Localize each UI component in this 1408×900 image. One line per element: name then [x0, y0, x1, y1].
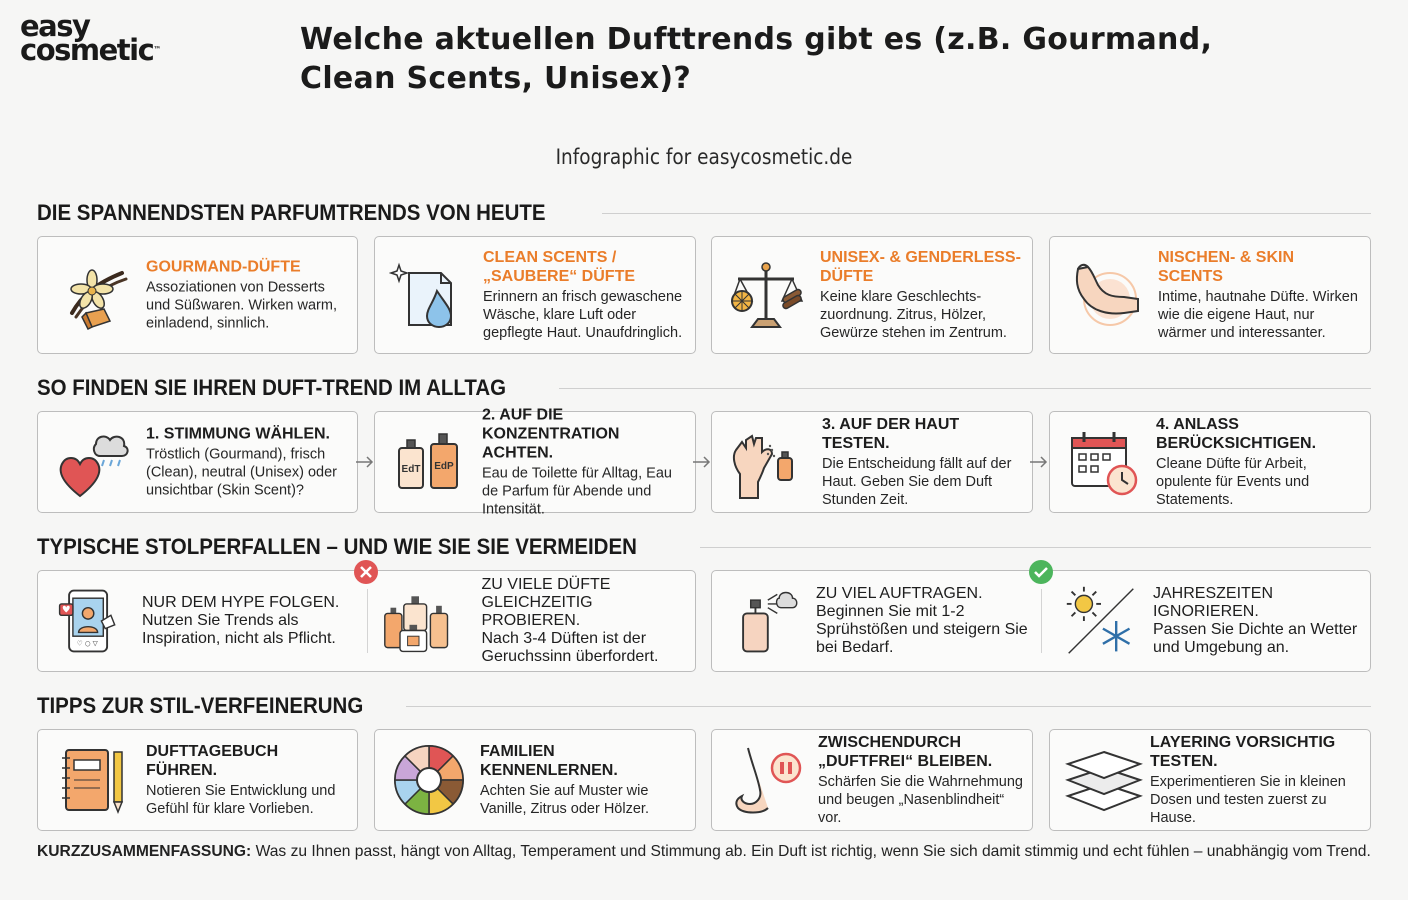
- tip-text: Schärfen Sie die Wahrnehmung und beugen …: [818, 774, 1023, 826]
- trend-card-unisex: UNISEX- & GENDERLESS-DÜFTE Keine klare G…: [711, 236, 1033, 354]
- step-title: 4. ANLASS BERÜCKSICHTIGEN.: [1156, 416, 1317, 452]
- trend-text: Intime, hautnahe Düfte. Wirken wie die e…: [1158, 289, 1358, 341]
- summary: KURZZUSAMMENFASSUNG: Was zu Ihnen passt,…: [37, 843, 1371, 861]
- trend-text: Assoziationen von Desserts und Süßwaren.…: [146, 279, 337, 332]
- sun-snowflake-icon: [1063, 583, 1139, 659]
- brand-trademark: ™: [153, 45, 162, 54]
- tip-text: Experimentieren Sie in kleinen Dosen und…: [1150, 774, 1346, 826]
- pitfall-separator: [1041, 589, 1042, 653]
- trend-title: NISCHEN- & SKIN SCENTS: [1158, 249, 1295, 285]
- summary-text: Was zu Ihnen passt, hängt von Alltag, Te…: [251, 843, 1371, 860]
- pitfall-text: Beginnen Sie mit 1-2 Sprühstößen und ste…: [816, 603, 1028, 656]
- tip-card-families: FAMILIEN KENNENLERNEN. Achten Sie auf Mu…: [374, 729, 696, 831]
- page-subtitle: Infographic for easycosmetic.de: [555, 145, 853, 169]
- tip-card-diary: DUFTTAGEBUCH FÜHREN. Notieren Sie Entwic…: [37, 729, 358, 831]
- tip-text: Achten Sie auf Muster wie Vanille, Zitru…: [480, 783, 649, 817]
- step-title: 3. AUF DER HAUT TESTEN.: [822, 416, 960, 452]
- section-rule: [405, 705, 1371, 707]
- tip-title: ZWISCHENDURCH „DUFTFREI“ BLEIBEN.: [818, 734, 993, 770]
- section-rule: [700, 546, 1371, 548]
- step-title: 1. STIMMUNG WÄHLEN.: [146, 425, 330, 443]
- edt-label: EdT: [402, 464, 421, 475]
- pitfall-text: Nach 3-4 Düften ist der Geruchssinn über…: [481, 630, 659, 665]
- skin-arm-icon: [1064, 255, 1144, 335]
- notebook-pencil-icon: [52, 740, 132, 820]
- pitfall-title: NUR DEM HYPE FOLGEN.: [142, 594, 340, 611]
- social-phone-icon: ♡ ○ ▽: [52, 583, 128, 659]
- balance-scale-icon: [726, 255, 806, 335]
- trend-text: Keine klare Geschlechts-zuordnung. Zitru…: [820, 289, 1007, 341]
- step-text: Die Entscheidung fällt auf der Haut. Geb…: [822, 456, 1012, 508]
- step-card-3: 3. AUF DER HAUT TESTEN. Die Entscheidung…: [711, 411, 1033, 513]
- section-title-pitfalls: TYPISCHE STOLPERFALLEN – UND WIE SIE SIE…: [37, 534, 1371, 560]
- brand-logo: easy cosmetic™: [20, 9, 190, 65]
- trend-text: Erinnern an frisch gewaschene Wäsche, kl…: [483, 289, 683, 341]
- heart-cloud-icon: [52, 422, 132, 502]
- pitfall-item-seasons: JAHRESZEITEN IGNORIEREN. Passen Sie Dich…: [1041, 571, 1370, 671]
- wrong-x-icon: [353, 559, 379, 585]
- trend-title: CLEAN SCENTS / „SAUBERE“ DÜFTE: [483, 249, 636, 285]
- step-text: Eau de Toilette für Alltag, Eau de Parfu…: [482, 465, 672, 518]
- pitfall-text: Nutzen Sie Trends als Inspiration, nicht…: [142, 612, 336, 647]
- pitfall-panel-left: ♡ ○ ▽ NUR DEM HYPE FOLGEN. Nutzen Sie Tr…: [37, 570, 696, 672]
- section-title-steps: SO FINDEN SIE IHREN DUFT-TREND IM ALLTAG: [37, 375, 1371, 401]
- section-title-trends: DIE SPANNENDSTEN PARFUMTRENDS VON HEUTE: [37, 200, 1371, 226]
- pitfall-separator: [366, 589, 368, 653]
- layers-icon: [1064, 740, 1144, 820]
- tip-card-pause: ZWISCHENDURCH „DUFTFREI“ BLEIBEN. Schärf…: [711, 729, 1033, 831]
- step-card-1: 1. STIMMUNG WÄHLEN. Tröstlich (Gourmand)…: [37, 411, 358, 513]
- edp-label: EdP: [434, 461, 454, 472]
- trend-card-gourmand: GOURMAND-DÜFTE Assoziationen von Dessert…: [37, 236, 358, 354]
- edt-edp-bottles-icon: EdT EdP: [389, 422, 469, 502]
- section-title-tips: TIPPS ZUR STIL-VERFEINERUNG: [37, 693, 1371, 719]
- tip-card-layering: LAYERING VORSICHTIG TESTEN. Experimentie…: [1049, 729, 1371, 831]
- pitfall-title: ZU VIEL AUFTRAGEN.: [816, 585, 983, 602]
- pitfall-panel-right: ZU VIEL AUFTRAGEN. Beginnen Sie mit 1-2 …: [711, 570, 1371, 672]
- step-text: Tröstlich (Gourmand), frisch (Clean), ne…: [146, 446, 337, 499]
- summary-label: KURZZUSAMMENFASSUNG:: [37, 843, 252, 860]
- trend-title: UNISEX- & GENDERLESS-DÜFTE: [820, 249, 1021, 285]
- right-check-icon: [1028, 559, 1054, 585]
- tip-title: LAYERING VORSICHTIG TESTEN.: [1150, 734, 1336, 770]
- step-card-2: EdT EdP 2. AUF DIE KONZENTRATION ACHTEN.…: [374, 407, 696, 518]
- svg-text:♡ ○ ▽: ♡ ○ ▽: [77, 640, 99, 648]
- pitfall-item-too-much: ZU VIEL AUFTRAGEN. Beginnen Sie mit 1-2 …: [712, 571, 1041, 671]
- pitfall-title: JAHRESZEITEN IGNORIEREN.: [1153, 585, 1274, 620]
- trend-card-clean: CLEAN SCENTS / „SAUBERE“ DÜFTE Erinnern …: [374, 236, 696, 354]
- clean-drop-icon: [388, 255, 469, 335]
- scent-wheel-icon: [389, 740, 469, 820]
- spray-bottle-icon: [726, 583, 802, 659]
- tip-title: DUFTTAGEBUCH FÜHREN.: [146, 743, 279, 779]
- brand-logo-line2: cosmetic: [20, 33, 155, 67]
- step-card-4: 4. ANLASS BERÜCKSICHTIGEN. Cleane Düfte …: [1049, 411, 1371, 513]
- section-rule: [559, 387, 1371, 389]
- many-bottles-icon: [381, 583, 457, 659]
- step-text: Cleane Düfte für Arbeit, opulente für Ev…: [1156, 456, 1310, 508]
- pitfall-title: ZU VIELE DÜFTE GLEICHZEITIG PROBIEREN.: [481, 576, 611, 629]
- arrow-right-icon: [1030, 456, 1048, 468]
- trend-title: GOURMAND-DÜFTE: [146, 258, 301, 276]
- brand-logo-line1: easy: [20, 9, 91, 43]
- arrow-right-icon: [356, 456, 374, 468]
- trend-card-skin: NISCHEN- & SKIN SCENTS Intime, hautnahe …: [1049, 236, 1371, 354]
- pitfall-item-many: ZU VIELE DÜFTE GLEICHZEITIG PROBIEREN. N…: [367, 571, 696, 671]
- tip-text: Notieren Sie Entwicklung und Gefühl für …: [146, 783, 336, 817]
- nose-pause-icon: [726, 740, 806, 820]
- pitfall-item-hype: ♡ ○ ▽ NUR DEM HYPE FOLGEN. Nutzen Sie Tr…: [38, 571, 367, 671]
- calendar-clock-icon: [1064, 422, 1144, 502]
- section-rule: [601, 212, 1371, 214]
- vanilla-caramel-icon: [52, 255, 132, 335]
- tip-title: FAMILIEN KENNENLERNEN.: [480, 743, 618, 779]
- pitfall-text: Passen Sie Dichte an Wetter und Umgebung…: [1153, 621, 1358, 656]
- page-title: Welche aktuellen Dufttrends gibt es (z.B…: [300, 22, 1213, 96]
- hand-spray-icon: [726, 422, 806, 502]
- step-title: 2. AUF DIE KONZENTRATION ACHTEN.: [482, 406, 620, 462]
- arrow-right-icon: [693, 456, 711, 468]
